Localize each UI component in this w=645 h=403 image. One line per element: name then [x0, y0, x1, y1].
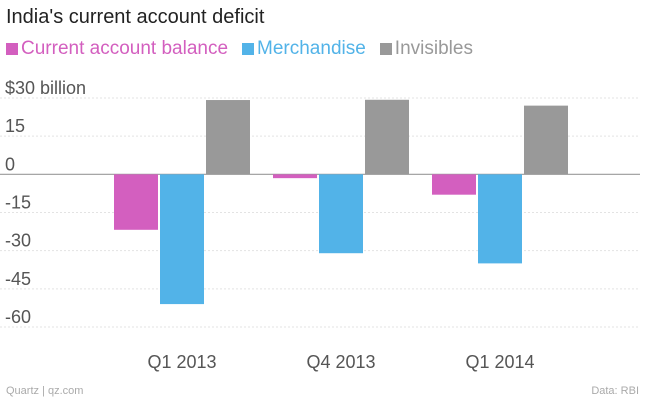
- legend-swatch-merchandise: [242, 43, 255, 55]
- bar-current-account-balance: [114, 174, 158, 230]
- bar-merchandise: [160, 174, 204, 305]
- x-tick-label: Q1 2014: [465, 352, 534, 372]
- y-tick-label: -60: [5, 307, 31, 327]
- y-tick-label: 0: [5, 154, 15, 174]
- legend-label-current-account: Current account balance: [21, 38, 229, 59]
- bar-invisibles: [365, 99, 409, 175]
- legend-swatch-current-account: [6, 43, 18, 55]
- bar-current-account-balance: [273, 174, 317, 179]
- bar-current-account-balance: [432, 174, 476, 195]
- y-tick-label: -15: [5, 193, 31, 213]
- legend-item-merchandise: Merchandise: [242, 38, 366, 60]
- x-tick-label: Q4 2013: [306, 352, 375, 372]
- legend-item-current-account: Current account balance: [6, 38, 228, 60]
- bar-invisibles: [524, 105, 568, 175]
- y-tick-label: $30 billion: [5, 78, 86, 98]
- legend-swatch-invisibles: [379, 43, 392, 55]
- bar-merchandise: [319, 174, 363, 254]
- footer-source-left: Quartz | qz.com: [6, 385, 84, 397]
- bar-invisibles: [206, 100, 250, 175]
- legend-item-invisibles: Invisibles: [379, 38, 473, 60]
- legend: Current account balance Merchandise Invi…: [6, 38, 473, 60]
- chart-title: India's current account deficit: [6, 6, 265, 28]
- y-tick-label: 15: [5, 116, 25, 136]
- y-tick-label: -45: [5, 269, 31, 289]
- legend-label-merchandise: Merchandise: [257, 38, 366, 59]
- x-tick-label: Q1 2013: [147, 352, 216, 372]
- footer-source-right: Data: RBI: [591, 385, 639, 397]
- y-tick-label: -30: [5, 231, 31, 251]
- legend-label-invisibles: Invisibles: [394, 38, 473, 59]
- bar-merchandise: [478, 174, 522, 264]
